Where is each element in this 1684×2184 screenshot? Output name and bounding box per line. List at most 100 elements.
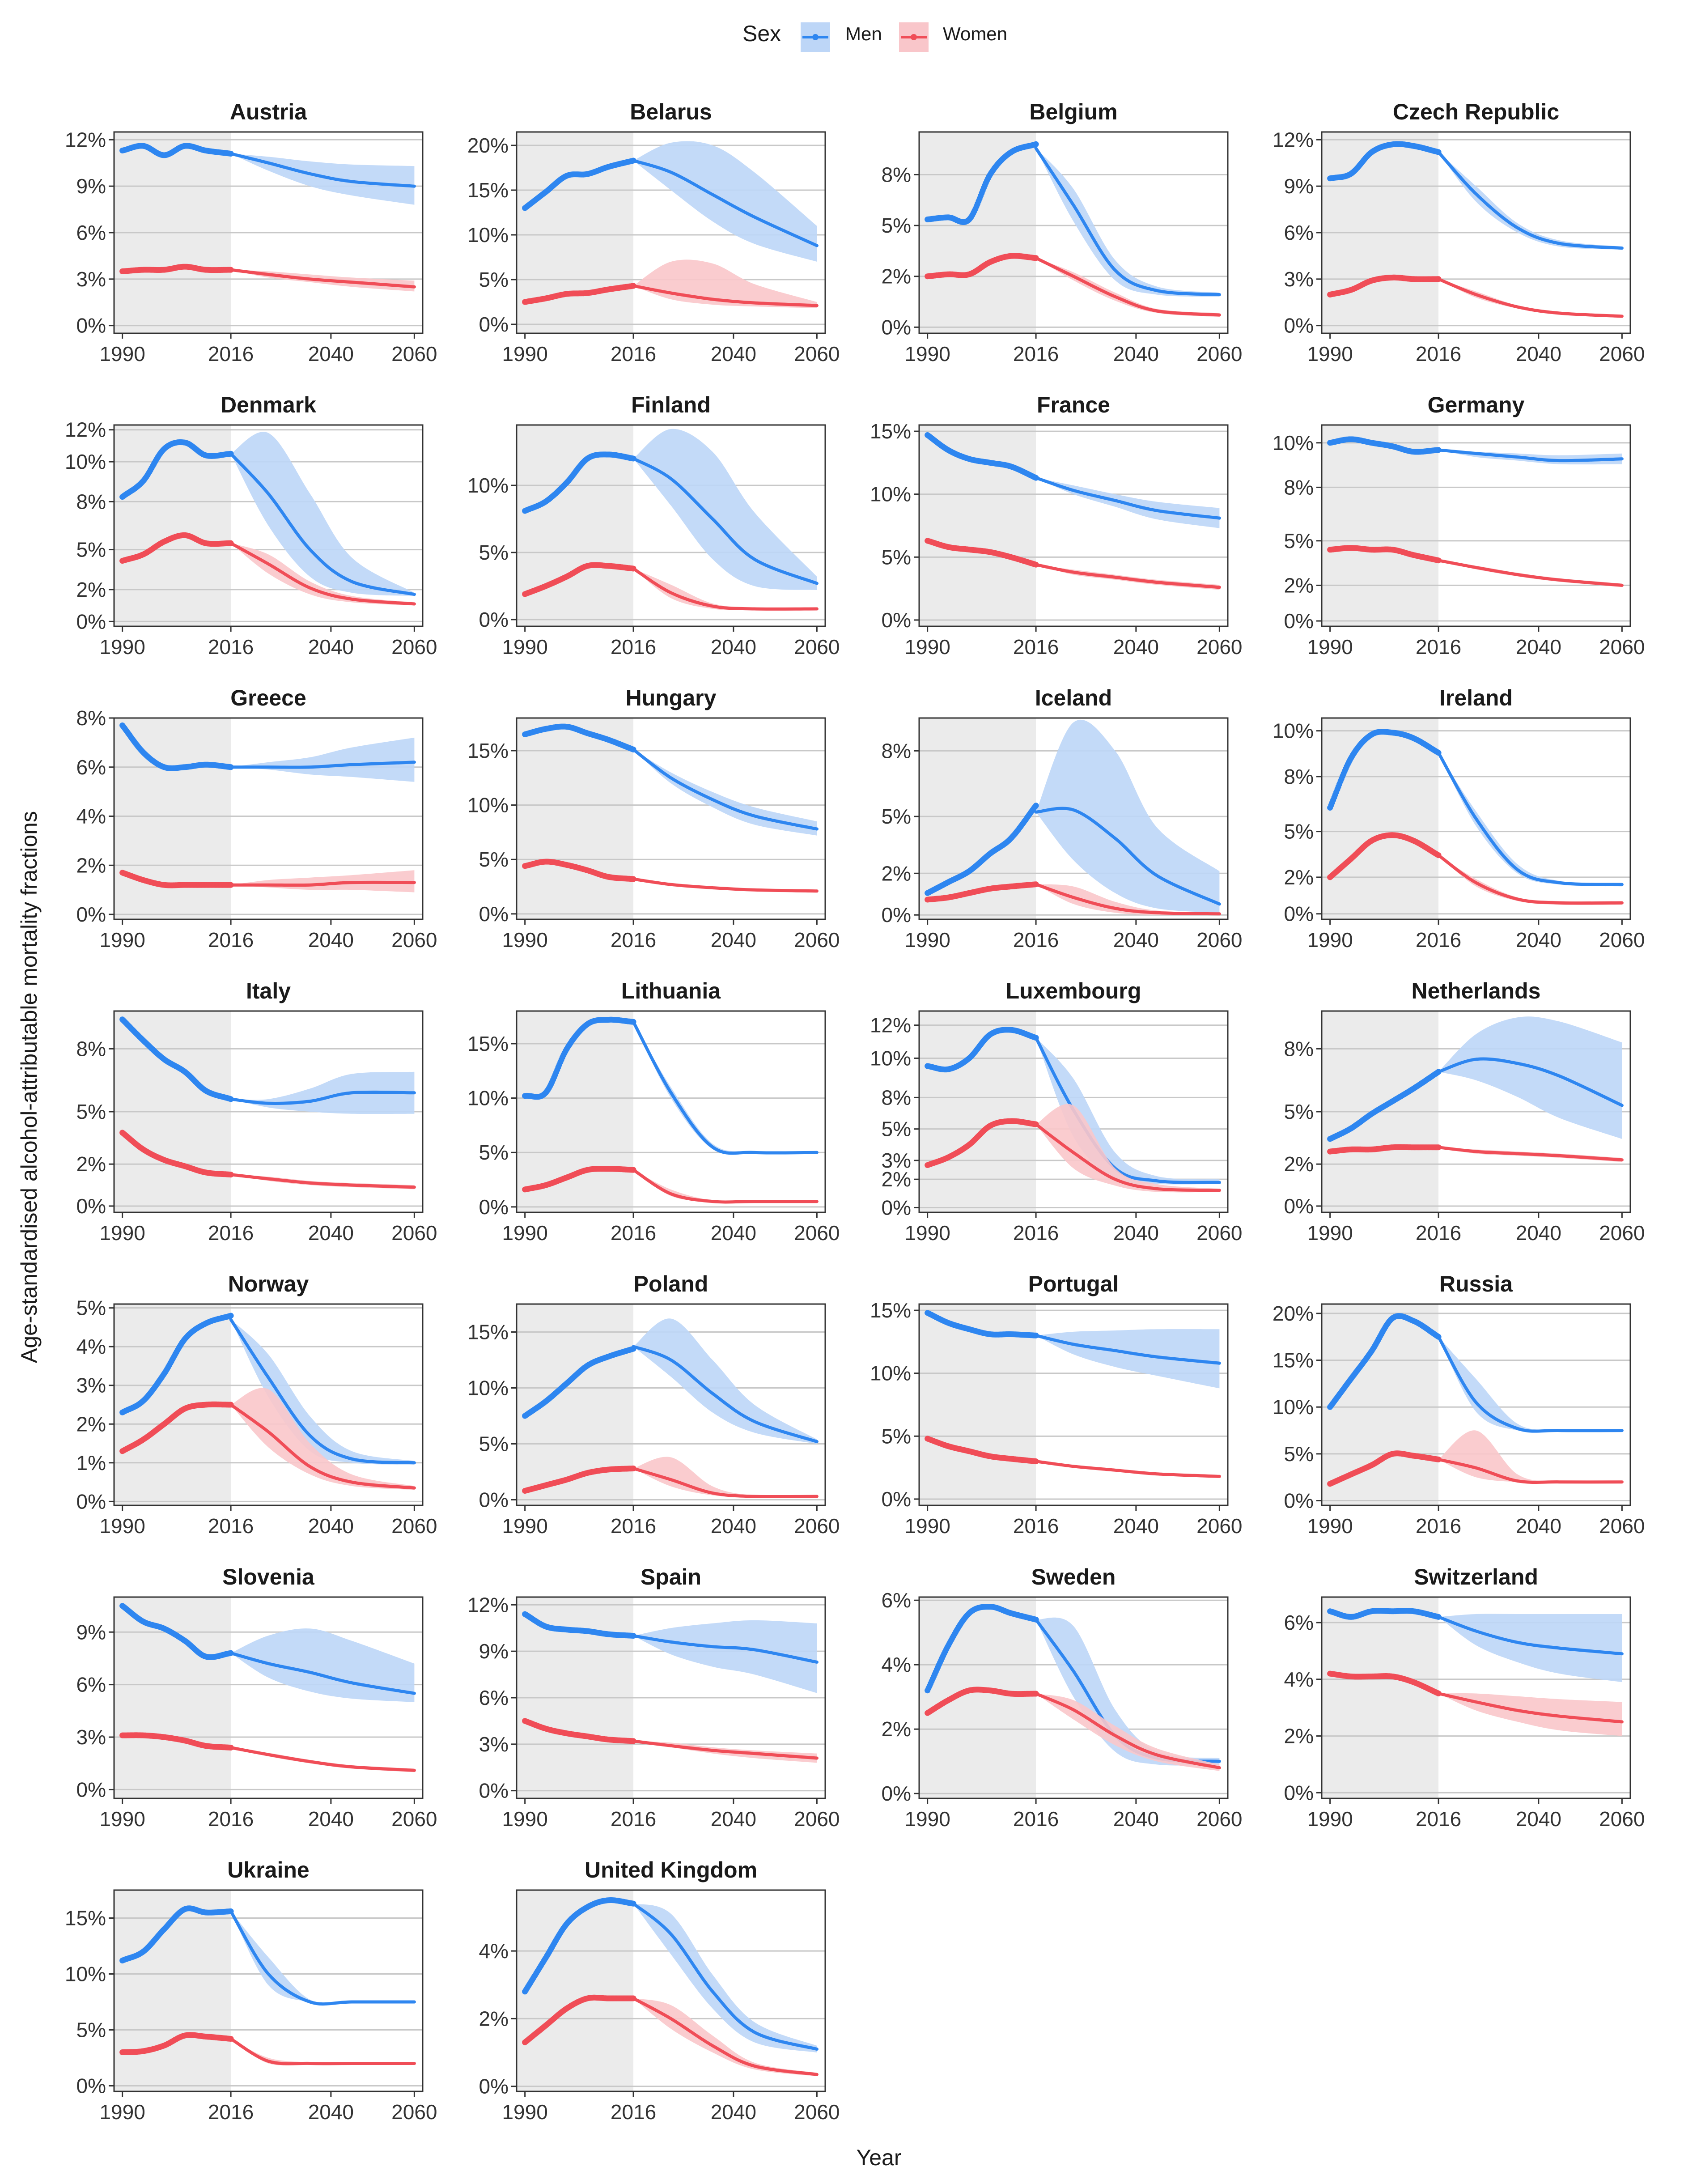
y-tick-label: 5% (76, 538, 106, 561)
x-tick-label: 2016 (208, 1807, 254, 1831)
y-tick-label: 12% (65, 418, 106, 442)
men-projection-line (1437, 150, 1624, 250)
women-projection-line (1437, 277, 1624, 318)
panel-title: Ireland (1439, 685, 1513, 710)
panel-title: Belarus (630, 99, 712, 124)
y-tick-label: 10% (870, 1362, 911, 1385)
men-point (630, 747, 636, 752)
panel-border (113, 424, 424, 627)
y-tick-label: 12% (1273, 128, 1314, 151)
y-tick-label: 8% (1284, 1037, 1314, 1060)
x-tick-label: 2016 (611, 635, 656, 659)
x-tick-label: 2040 (308, 635, 354, 659)
y-tick-label: 4% (76, 805, 106, 828)
panel-title: Luxembourg (1006, 978, 1141, 1003)
women-observed-points (1327, 274, 1442, 297)
y-tick-label: 2% (1284, 1152, 1314, 1176)
panel-border (1321, 131, 1631, 334)
x-tick-label: 2016 (208, 1221, 254, 1245)
y-tick-label: 5% (882, 545, 911, 569)
x-tick-label: 2040 (1113, 1514, 1159, 1538)
y-tick-label: 0% (882, 903, 911, 926)
women-point (630, 565, 636, 572)
y-tick-label: 15% (870, 1299, 911, 1322)
x-tick-label: 2040 (711, 635, 756, 659)
men-point (1033, 1035, 1039, 1041)
y-tick-label: 10% (1273, 431, 1314, 455)
x-tick-label: 1990 (1307, 928, 1353, 952)
women-observed-points (522, 283, 636, 305)
x-tick-label: 2040 (1516, 635, 1561, 659)
observed-period-shading (919, 425, 1036, 626)
x-tick-label: 1990 (904, 635, 950, 659)
x-tick-label: 1990 (1307, 1514, 1353, 1538)
x-tick-label: 1990 (1307, 342, 1353, 365)
y-tick-label: 6% (76, 1673, 106, 1696)
y-tick-label: 8% (76, 706, 106, 730)
x-tick-label: 2040 (1113, 635, 1159, 659)
legend-label-men: Men (845, 23, 882, 44)
x-tick-label: 1990 (502, 1514, 547, 1538)
observed-period-shading (517, 718, 634, 919)
panel-title: Russia (1439, 1271, 1513, 1296)
women-point (630, 1466, 636, 1471)
x-tick-label: 1990 (904, 1221, 950, 1245)
women-point (1033, 881, 1039, 888)
y-tick-label: 2% (76, 854, 106, 877)
women-point (228, 1402, 234, 1408)
women-observed-points (925, 253, 1039, 280)
y-tick-label: 5% (1284, 529, 1314, 552)
men-projection-line (229, 452, 416, 596)
y-tick-label: 6% (1284, 221, 1314, 244)
x-tick-label: 2060 (391, 928, 437, 952)
women-point (1435, 1456, 1442, 1462)
women-point (1435, 557, 1442, 564)
x-tick-label: 1990 (502, 342, 547, 365)
y-tick-label: 12% (870, 1014, 911, 1037)
y-tick-label: 5% (479, 1432, 509, 1456)
y-tick-label: 0% (1284, 1194, 1314, 1218)
panel-border (918, 131, 1229, 334)
y-tick-label: 3% (76, 268, 106, 291)
y-tick-label: 5% (882, 214, 911, 237)
y-tick-label: 0% (1284, 609, 1314, 633)
observed-period-shading (919, 132, 1036, 333)
x-tick-label: 2060 (794, 1221, 840, 1245)
x-tick-label: 2016 (611, 1221, 656, 1245)
men-point (1033, 475, 1039, 481)
x-tick-label: 2016 (1416, 635, 1461, 659)
men-projection-line (1034, 146, 1221, 297)
x-tick-label: 2060 (391, 342, 437, 365)
y-tick-label: 0% (1284, 902, 1314, 926)
x-tick-label: 2060 (1599, 1221, 1645, 1245)
x-tick-label: 2040 (308, 1221, 354, 1245)
x-tick-label: 2060 (794, 342, 840, 365)
x-tick-label: 2060 (1196, 1221, 1242, 1245)
women-point (1435, 852, 1442, 858)
y-tick-label: 10% (467, 223, 509, 246)
women-point (228, 540, 234, 546)
observed-period-shading (114, 1597, 231, 1798)
x-tick-label: 1990 (904, 928, 950, 952)
y-tick-label: 8% (76, 1037, 106, 1060)
x-tick-label: 1990 (904, 342, 950, 365)
men-observed-points (522, 157, 636, 211)
x-tick-label: 2040 (308, 342, 354, 365)
x-tick-label: 1990 (1307, 635, 1353, 659)
panel-title: Lithuania (621, 978, 721, 1003)
x-tick-label: 2016 (1416, 928, 1461, 952)
x-tick-label: 2016 (208, 1514, 254, 1538)
y-tick-label: 0% (1284, 1489, 1314, 1513)
women-point (228, 882, 234, 888)
y-tick-label: 10% (65, 450, 106, 473)
